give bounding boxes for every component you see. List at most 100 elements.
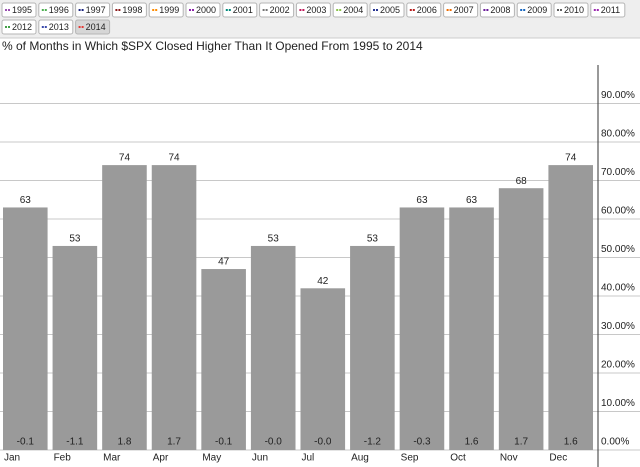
y-tick-label: 80.00% (601, 129, 635, 140)
legend-label: 2008 (490, 5, 510, 15)
legend-label: 2011 (601, 5, 620, 15)
bar-footnote: -0.3 (413, 437, 431, 448)
bar-footnote: -0.1 (215, 437, 233, 448)
y-tick-label: 70.00% (601, 167, 635, 178)
legend-label: 2004 (343, 5, 363, 15)
y-tick-label: 40.00% (601, 283, 635, 294)
legend-label: 2012 (12, 22, 32, 32)
bar-footnote: -1.2 (364, 437, 382, 448)
bar-footnote: 1.6 (465, 437, 479, 448)
legend-label: 1997 (86, 5, 106, 15)
x-tick-label: Apr (153, 453, 169, 464)
y-tick-label: 60.00% (601, 206, 635, 217)
x-tick-label: Dec (549, 453, 567, 464)
y-tick-label: 0.00% (601, 437, 629, 448)
x-tick-label: Sep (401, 453, 419, 464)
value-label: 63 (416, 195, 428, 206)
x-tick-label: Jul (302, 453, 315, 464)
x-tick-label: Aug (351, 453, 369, 464)
x-tick-label: Mar (103, 453, 121, 464)
y-tick-label: 50.00% (601, 244, 635, 255)
value-label: 63 (20, 195, 32, 206)
legend-label: 1996 (49, 5, 69, 15)
legend-button[interactable] (38, 19, 74, 35)
x-tick-label: Jun (252, 453, 268, 464)
bar (201, 269, 246, 450)
bar (151, 165, 197, 450)
legend-button[interactable] (222, 2, 258, 18)
legend-button[interactable] (516, 2, 552, 18)
legend-label: 1999 (159, 5, 179, 15)
legend-button[interactable] (111, 2, 147, 18)
bar (399, 207, 445, 450)
bar (300, 288, 346, 450)
legend-button[interactable] (148, 2, 184, 18)
bar (102, 165, 147, 450)
legend-label: 2006 (417, 5, 437, 15)
bar (250, 245, 296, 450)
bar-footnote: 1.6 (564, 437, 578, 448)
legend-button[interactable] (369, 2, 405, 18)
y-tick-label: 90.00% (601, 90, 635, 101)
value-label: 74 (168, 153, 180, 164)
bar-footnote: 1.7 (514, 437, 528, 448)
legend-button[interactable] (75, 19, 111, 35)
value-label: 74 (119, 153, 131, 164)
value-label: 42 (317, 276, 329, 287)
x-tick-label: Feb (54, 453, 72, 464)
value-label: 53 (367, 234, 379, 245)
bar (449, 207, 494, 450)
legend-button[interactable] (443, 2, 479, 18)
value-label: 47 (218, 257, 230, 268)
bar-footnote: -0.1 (17, 437, 35, 448)
legend-button[interactable] (75, 2, 111, 18)
legend-button[interactable] (259, 2, 295, 18)
value-label: 63 (466, 195, 478, 206)
legend-button[interactable] (38, 2, 74, 18)
legend-label: 2003 (306, 5, 326, 15)
legend-label: 2013 (49, 22, 69, 32)
value-label: 68 (516, 176, 528, 187)
bar (548, 165, 593, 450)
chart-title: % of Months in Which $SPX Closed Higher … (2, 39, 423, 53)
y-tick-label: 20.00% (601, 360, 635, 371)
x-tick-label: Oct (450, 453, 466, 464)
legend-label: 2009 (527, 5, 547, 15)
y-tick-label: 10.00% (601, 398, 635, 409)
legend-label: 1998 (122, 5, 142, 15)
x-tick-label: Nov (500, 453, 518, 464)
legend-label: 2010 (564, 5, 584, 15)
legend-button[interactable] (1, 2, 37, 18)
x-tick-label: May (202, 453, 221, 464)
legend-label: 1995 (12, 5, 32, 15)
legend-button[interactable] (479, 2, 515, 18)
value-label: 74 (565, 153, 577, 164)
value-label: 53 (69, 234, 81, 245)
legend-button[interactable] (332, 2, 368, 18)
legend-button[interactable] (406, 2, 442, 18)
legend-label: 2002 (270, 5, 290, 15)
bar-footnote: -0.0 (265, 437, 283, 448)
value-label: 53 (268, 234, 280, 245)
legend-label: 2005 (380, 5, 400, 15)
legend-label: 2014 (86, 22, 106, 32)
y-tick-label: 30.00% (601, 321, 635, 332)
legend-label: 2001 (233, 5, 253, 15)
bar (52, 245, 98, 450)
legend-label: 2000 (196, 5, 216, 15)
legend-button[interactable] (590, 2, 626, 18)
legend-button[interactable] (1, 19, 37, 35)
legend-label: 2007 (454, 5, 474, 15)
bar (498, 188, 544, 450)
x-tick-label: Jan (4, 453, 20, 464)
bar-footnote: -1.1 (66, 437, 84, 448)
legend-button[interactable] (553, 2, 589, 18)
bar (350, 245, 395, 450)
legend-button[interactable] (185, 2, 221, 18)
bar (3, 207, 48, 450)
legend-button[interactable] (295, 2, 331, 18)
bar-footnote: -0.0 (314, 437, 332, 448)
bar-footnote: 1.7 (167, 437, 181, 448)
